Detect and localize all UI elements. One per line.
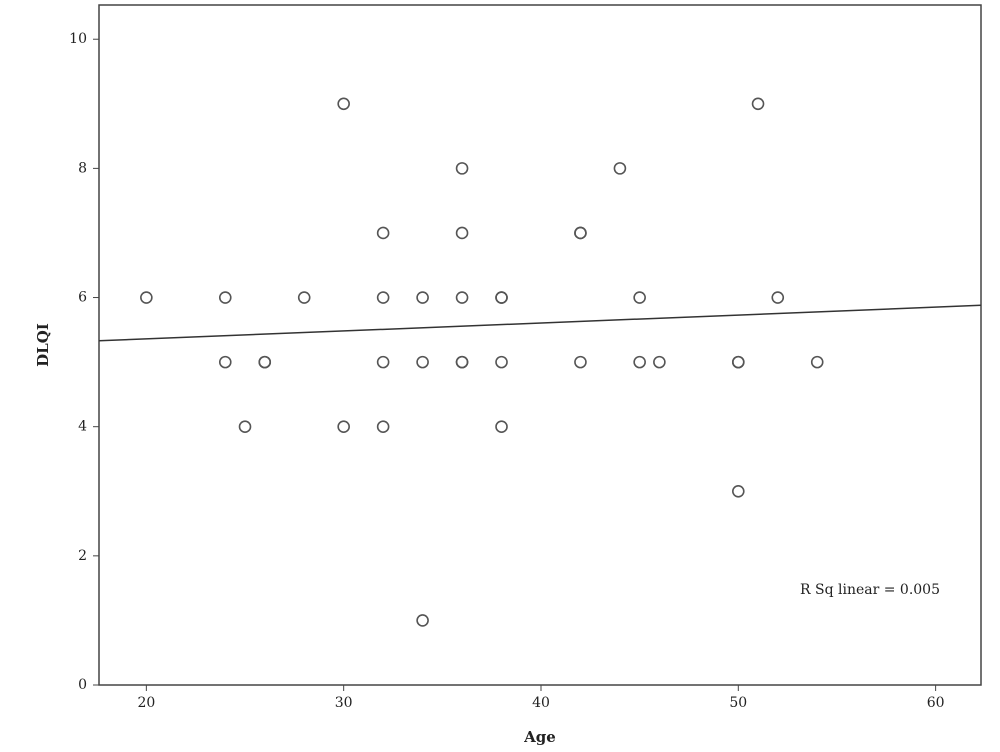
point xyxy=(633,291,646,304)
y-tick-label: 6 xyxy=(78,290,87,306)
point xyxy=(218,291,232,304)
point xyxy=(613,162,627,175)
y-axis-title: DLQI xyxy=(34,323,52,367)
point xyxy=(653,355,666,369)
x-tick-label: 60 xyxy=(927,695,945,711)
point xyxy=(732,355,745,369)
y-tick-label: 4 xyxy=(78,419,87,435)
point xyxy=(376,291,390,304)
point xyxy=(771,291,785,304)
point xyxy=(495,420,508,433)
point xyxy=(337,97,350,111)
x-tick-label: 40 xyxy=(532,695,550,711)
annotation: R Sq linear = 0.005 xyxy=(800,582,940,598)
fit-line xyxy=(98,304,982,342)
point xyxy=(732,484,745,498)
point xyxy=(376,355,390,369)
point xyxy=(455,291,469,304)
x-tick-label: 30 xyxy=(335,695,353,711)
point xyxy=(495,355,508,369)
x-axis-title: Age xyxy=(523,728,556,746)
point xyxy=(258,355,272,369)
point xyxy=(455,162,469,175)
point xyxy=(376,420,390,433)
y-tick-label: 2 xyxy=(78,548,87,564)
y-tick-label: 8 xyxy=(78,160,87,176)
point xyxy=(495,291,508,304)
point xyxy=(455,355,469,369)
point xyxy=(238,420,252,433)
x-tick-label: 50 xyxy=(729,695,747,711)
point xyxy=(455,226,469,240)
point xyxy=(574,355,587,369)
point xyxy=(416,355,429,369)
point xyxy=(376,226,390,240)
x-tick-label: 20 xyxy=(137,695,155,711)
point xyxy=(218,355,232,369)
point xyxy=(416,614,429,627)
point xyxy=(297,291,311,304)
y-tick-label: 0 xyxy=(78,677,87,693)
point xyxy=(140,291,153,304)
y-tick-label: 10 xyxy=(69,31,87,47)
point xyxy=(751,97,765,111)
point xyxy=(810,355,824,369)
point xyxy=(337,420,350,433)
point xyxy=(574,226,587,240)
plot-frame xyxy=(98,4,982,686)
point xyxy=(633,355,646,369)
point xyxy=(416,291,429,304)
